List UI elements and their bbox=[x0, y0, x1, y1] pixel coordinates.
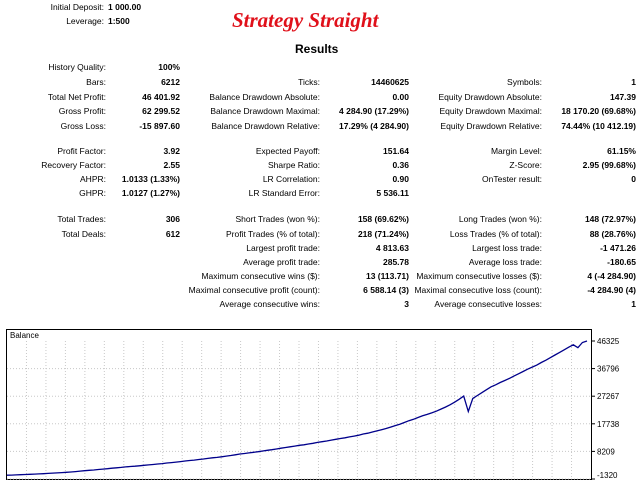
loss-trades-label: Loss Trades (% of total): bbox=[449, 229, 542, 239]
total-net-profit-label: Total Net Profit: bbox=[47, 92, 106, 102]
avg-profit-value: 285.78 bbox=[383, 257, 409, 267]
bars-label: Bars: bbox=[86, 77, 106, 87]
equity-dd-abs-label: Equity Drawdown Absolute: bbox=[438, 92, 542, 102]
gross-loss-label: Gross Loss: bbox=[60, 121, 106, 131]
chart-title: Balance bbox=[10, 331, 39, 340]
short-trades-label: Short Trades (won %): bbox=[235, 214, 320, 224]
equity-dd-max-value: 18 170.20 (69.68%) bbox=[561, 106, 636, 116]
avg-consec-losses-label: Average consecutive losses: bbox=[434, 299, 542, 309]
ghpr-value: 1.0127 (1.27%) bbox=[121, 188, 180, 198]
largest-loss-label: Largest loss trade: bbox=[472, 243, 542, 253]
avg-loss-label: Average loss trade: bbox=[468, 257, 542, 267]
lr-correlation-value: 0.90 bbox=[392, 174, 409, 184]
expected-payoff-label: Expected Payoff: bbox=[255, 146, 320, 156]
equity-dd-rel-value: 74.44% (10 412.19) bbox=[561, 121, 636, 131]
equity-dd-rel-label: Equity Drawdown Relative: bbox=[440, 121, 542, 131]
sharpe-ratio-label: Sharpe Ratio: bbox=[268, 160, 320, 170]
z-score-value: 2.95 (99.68%) bbox=[582, 160, 636, 170]
report-title: Strategy Straight bbox=[232, 8, 379, 32]
sharpe-ratio-value: 0.36 bbox=[392, 160, 409, 170]
ontester-result-value: 0 bbox=[631, 174, 636, 184]
loss-trades-value: 88 (28.76%) bbox=[589, 229, 636, 239]
max-consec-losses-value: 4 (-4 284.90) bbox=[587, 271, 636, 281]
y-tick-label: 17738 bbox=[597, 420, 620, 429]
gross-profit-label: Gross Profit: bbox=[58, 106, 106, 116]
largest-profit-value: 4 813.63 bbox=[375, 243, 409, 253]
long-trades-value: 148 (72.97%) bbox=[584, 214, 636, 224]
ghpr-label: GHPR: bbox=[79, 188, 106, 198]
ontester-result-label: OnTester result: bbox=[482, 174, 542, 184]
expected-payoff-value: 151.64 bbox=[383, 146, 409, 156]
symbols-label: Symbols: bbox=[507, 77, 542, 87]
history-quality-label: History Quality: bbox=[48, 62, 106, 72]
recovery-factor-label: Recovery Factor: bbox=[41, 160, 106, 170]
initial-deposit-value: 1 000.00 bbox=[108, 2, 142, 12]
leverage-label: Leverage: bbox=[66, 16, 104, 26]
ahpr-value: 1.0133 (1.33%) bbox=[121, 174, 180, 184]
y-tick-label: 46325 bbox=[597, 337, 620, 346]
avg-consec-losses-value: 1 bbox=[631, 299, 636, 309]
total-net-profit-value: 46 401.92 bbox=[142, 92, 180, 102]
avg-profit-label: Average profit trade: bbox=[243, 257, 320, 267]
max-consec-losses-label: Maximum consecutive losses ($): bbox=[416, 271, 542, 281]
largest-loss-value: -1 471.26 bbox=[600, 243, 636, 253]
balance-dd-rel-label: Balance Drawdown Relative: bbox=[211, 121, 320, 131]
profit-factor-label: Profit Factor: bbox=[57, 146, 106, 156]
avg-consec-wins-value: 3 bbox=[404, 299, 409, 309]
maximal-consec-profit-label: Maximal consecutive profit (count): bbox=[188, 285, 320, 295]
profit-trades-label: Profit Trades (% of total): bbox=[225, 229, 320, 239]
balance-dd-abs-label: Balance Drawdown Absolute: bbox=[209, 92, 320, 102]
total-trades-value: 306 bbox=[165, 214, 180, 224]
margin-level-value: 61.15% bbox=[607, 146, 636, 156]
y-tick-label: 27267 bbox=[597, 392, 620, 401]
maximal-consec-profit-value: 6 588.14 (3) bbox=[363, 285, 409, 295]
equity-dd-abs-value: 147.39 bbox=[610, 92, 636, 102]
gross-loss-value: -15 897.60 bbox=[139, 121, 180, 131]
total-trades-label: Total Trades: bbox=[57, 214, 106, 224]
ticks-value: 14460625 bbox=[371, 77, 409, 87]
history-quality-value: 100% bbox=[158, 62, 180, 72]
ticks-label: Ticks: bbox=[298, 77, 320, 87]
short-trades-value: 158 (69.62%) bbox=[357, 214, 409, 224]
balance-series-line bbox=[6, 340, 588, 476]
max-consec-wins-label: Maximum consecutive wins ($): bbox=[201, 271, 320, 281]
z-score-label: Z-Score: bbox=[509, 160, 542, 170]
ahpr-label: AHPR: bbox=[80, 174, 106, 184]
profit-trades-value: 218 (71.24%) bbox=[357, 229, 409, 239]
results-heading: Results bbox=[295, 42, 339, 56]
y-axis-ticks: 46325 36796 27267 17738 8209 -1320 bbox=[591, 337, 620, 480]
initial-deposit-label: Initial Deposit: bbox=[50, 2, 104, 12]
equity-dd-max-label: Equity Drawdown Maximal: bbox=[439, 106, 542, 116]
margin-level-label: Margin Level: bbox=[490, 146, 542, 156]
leverage-value: 1:500 bbox=[108, 16, 130, 26]
y-tick-label: -1320 bbox=[597, 471, 618, 480]
maximal-consec-loss-label: Maximal consecutive loss (count): bbox=[414, 285, 542, 295]
profit-factor-value: 3.92 bbox=[163, 146, 180, 156]
y-tick-label: 8209 bbox=[597, 447, 615, 456]
chart-grid bbox=[7, 341, 591, 480]
largest-profit-label: Largest profit trade: bbox=[246, 243, 320, 253]
lr-standard-error-value: 5 536.11 bbox=[376, 188, 409, 198]
balance-dd-rel-value: 17.29% (4 284.90) bbox=[339, 121, 409, 131]
balance-dd-max-label: Balance Drawdown Maximal: bbox=[210, 106, 320, 116]
balance-dd-max-value: 4 284.90 (17.29%) bbox=[339, 106, 409, 116]
balance-chart: Balance 46325 36796 27267 17738 8209 -1320 bbox=[6, 329, 620, 480]
lr-standard-error-label: LR Standard Error: bbox=[248, 188, 320, 198]
symbols-value: 1 bbox=[631, 77, 636, 87]
avg-loss-value: -180.65 bbox=[607, 257, 636, 267]
lr-correlation-label: LR Correlation: bbox=[262, 174, 320, 184]
maximal-consec-loss-value: -4 284.90 (4) bbox=[587, 285, 636, 295]
total-deals-label: Total Deals: bbox=[61, 229, 106, 239]
bars-value: 6212 bbox=[161, 77, 180, 87]
balance-dd-abs-value: 0.00 bbox=[392, 92, 409, 102]
long-trades-label: Long Trades (won %): bbox=[458, 214, 542, 224]
recovery-factor-value: 2.55 bbox=[163, 160, 180, 170]
gross-profit-value: 62 299.52 bbox=[142, 106, 180, 116]
avg-consec-wins-label: Average consecutive wins: bbox=[219, 299, 320, 309]
max-consec-wins-value: 13 (113.71) bbox=[365, 271, 409, 281]
y-tick-label: 36796 bbox=[597, 365, 620, 374]
total-deals-value: 612 bbox=[165, 229, 180, 239]
